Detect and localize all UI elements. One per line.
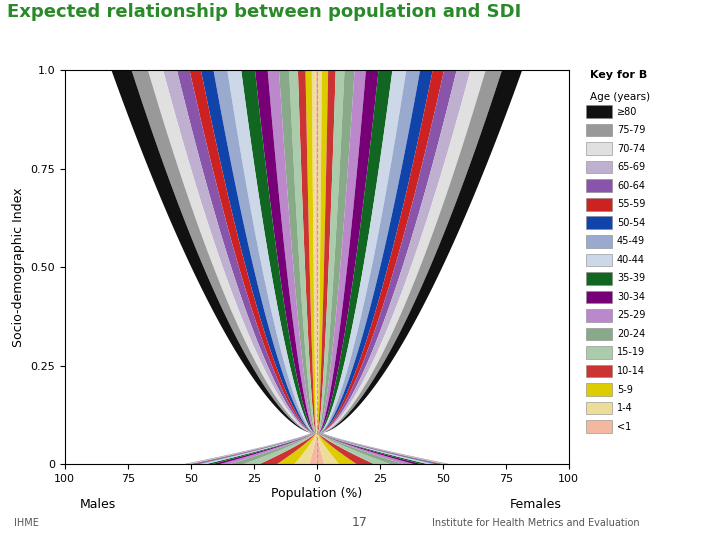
- X-axis label: Population (%): Population (%): [271, 487, 362, 500]
- Text: 20-24: 20-24: [617, 329, 645, 339]
- Text: 45-49: 45-49: [617, 237, 645, 246]
- Polygon shape: [318, 70, 357, 464]
- Bar: [586, 105, 612, 118]
- Polygon shape: [211, 70, 315, 464]
- Bar: [586, 364, 612, 377]
- Polygon shape: [319, 70, 423, 464]
- Polygon shape: [309, 70, 317, 464]
- Polygon shape: [189, 70, 313, 464]
- Bar: [586, 420, 612, 433]
- Polygon shape: [321, 70, 456, 464]
- Polygon shape: [318, 70, 374, 464]
- Bar: [586, 328, 612, 340]
- Polygon shape: [317, 70, 340, 464]
- Polygon shape: [228, 70, 315, 464]
- Text: 55-59: 55-59: [617, 199, 645, 209]
- Bar: [586, 346, 612, 359]
- Text: 1-4: 1-4: [617, 403, 633, 413]
- Bar: [586, 217, 612, 229]
- Y-axis label: Socio-demographic Index: Socio-demographic Index: [12, 187, 24, 347]
- Bar: [586, 124, 612, 137]
- Polygon shape: [320, 70, 441, 464]
- Polygon shape: [317, 70, 324, 464]
- Text: 30-34: 30-34: [617, 292, 645, 302]
- Polygon shape: [243, 70, 315, 464]
- Polygon shape: [320, 70, 438, 464]
- Bar: [586, 291, 612, 303]
- Polygon shape: [193, 70, 313, 464]
- Polygon shape: [112, 70, 312, 464]
- Text: Expected relationship between population and SDI: Expected relationship between population…: [7, 3, 521, 21]
- Text: 40-44: 40-44: [617, 255, 645, 265]
- Text: Age (years): Age (years): [590, 92, 650, 102]
- Bar: [586, 253, 612, 266]
- Text: 35-39: 35-39: [617, 273, 645, 284]
- Polygon shape: [177, 70, 312, 464]
- Text: <1: <1: [617, 422, 631, 431]
- Polygon shape: [318, 70, 405, 464]
- Polygon shape: [319, 70, 429, 464]
- Text: 65-69: 65-69: [617, 162, 645, 172]
- Text: 17: 17: [352, 516, 368, 530]
- Polygon shape: [322, 70, 522, 464]
- Polygon shape: [259, 70, 316, 464]
- Polygon shape: [320, 70, 434, 464]
- Polygon shape: [318, 70, 391, 464]
- Text: IHME: IHME: [14, 518, 40, 529]
- Polygon shape: [320, 70, 444, 464]
- Bar: [586, 235, 612, 247]
- Text: 10-14: 10-14: [617, 366, 645, 376]
- Polygon shape: [319, 70, 415, 464]
- Bar: [586, 143, 612, 155]
- Bar: [586, 309, 612, 322]
- Text: 70-74: 70-74: [617, 144, 645, 154]
- Polygon shape: [204, 70, 315, 464]
- Text: Females: Females: [510, 498, 562, 511]
- Text: 5-9: 5-9: [617, 384, 633, 395]
- Text: 25-29: 25-29: [617, 310, 645, 320]
- Polygon shape: [321, 70, 471, 464]
- Polygon shape: [196, 70, 314, 464]
- Polygon shape: [199, 70, 314, 464]
- Polygon shape: [276, 70, 316, 464]
- Polygon shape: [148, 70, 312, 464]
- Text: Key for B: Key for B: [590, 70, 647, 80]
- Text: 75-79: 75-79: [617, 125, 645, 135]
- Bar: [586, 161, 612, 173]
- Polygon shape: [294, 70, 317, 464]
- Bar: [586, 272, 612, 285]
- Text: Males: Males: [79, 498, 116, 511]
- Bar: [586, 383, 612, 396]
- Text: Institute for Health Metrics and Evaluation: Institute for Health Metrics and Evaluat…: [432, 518, 639, 529]
- Text: 15-19: 15-19: [617, 347, 645, 357]
- Polygon shape: [132, 70, 312, 464]
- Polygon shape: [219, 70, 315, 464]
- Polygon shape: [163, 70, 312, 464]
- Bar: [586, 402, 612, 414]
- Text: 50-54: 50-54: [617, 218, 645, 228]
- Bar: [586, 198, 612, 211]
- Text: 60-64: 60-64: [617, 181, 645, 191]
- Text: ≥80: ≥80: [617, 106, 637, 117]
- Polygon shape: [321, 70, 485, 464]
- Bar: [586, 179, 612, 192]
- Polygon shape: [322, 70, 502, 464]
